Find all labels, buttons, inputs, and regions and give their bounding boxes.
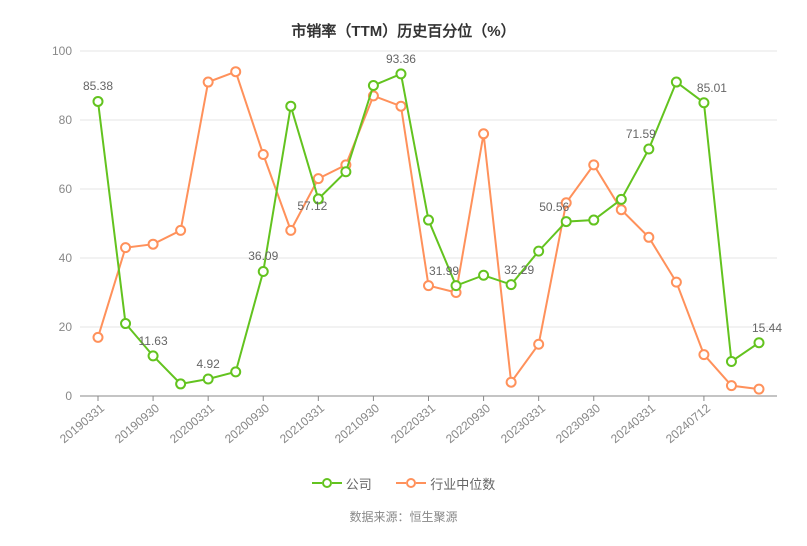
legend-circle-icon bbox=[406, 478, 416, 488]
value-label: 36.09 bbox=[248, 249, 278, 263]
legend-line-icon bbox=[416, 482, 426, 484]
data-point[interactable] bbox=[231, 367, 240, 376]
data-point[interactable] bbox=[286, 102, 295, 111]
data-point[interactable] bbox=[672, 278, 681, 287]
data-point[interactable] bbox=[176, 379, 185, 388]
data-point[interactable] bbox=[121, 319, 130, 328]
data-point[interactable] bbox=[727, 381, 736, 390]
data-point[interactable] bbox=[121, 243, 130, 252]
legend-marker bbox=[312, 478, 342, 488]
data-point[interactable] bbox=[286, 226, 295, 235]
y-tick-label: 20 bbox=[59, 320, 80, 334]
legend-marker bbox=[396, 478, 426, 488]
value-label: 32.29 bbox=[504, 263, 534, 277]
data-point[interactable] bbox=[259, 267, 268, 276]
data-point[interactable] bbox=[562, 217, 571, 226]
value-label: 11.63 bbox=[139, 334, 168, 348]
series-line bbox=[98, 72, 759, 389]
legend-line-icon bbox=[332, 482, 342, 484]
value-label: 71.59 bbox=[626, 127, 656, 141]
x-tick-label: 20200331 bbox=[167, 401, 217, 446]
value-label: 50.56 bbox=[539, 200, 569, 214]
x-tick-label: 20190331 bbox=[57, 401, 107, 446]
data-point[interactable] bbox=[149, 240, 158, 249]
value-label: 93.36 bbox=[386, 52, 416, 66]
x-tick-label: 20200930 bbox=[222, 401, 272, 446]
value-label: 57.12 bbox=[297, 199, 327, 213]
data-point[interactable] bbox=[94, 97, 103, 106]
x-tick-label: 20220331 bbox=[388, 401, 438, 446]
data-point[interactable] bbox=[507, 280, 516, 289]
y-tick-label: 100 bbox=[52, 44, 80, 58]
x-tick-label: 20240331 bbox=[608, 401, 658, 446]
legend-line-icon bbox=[312, 482, 322, 484]
y-tick-label: 80 bbox=[59, 113, 80, 127]
data-point[interactable] bbox=[314, 174, 323, 183]
x-tick-label: 20220930 bbox=[443, 401, 493, 446]
data-point[interactable] bbox=[452, 281, 461, 290]
y-tick-label: 40 bbox=[59, 251, 80, 265]
data-point[interactable] bbox=[396, 102, 405, 111]
data-point[interactable] bbox=[644, 145, 653, 154]
data-point[interactable] bbox=[424, 216, 433, 225]
data-point[interactable] bbox=[149, 351, 158, 360]
y-tick-label: 60 bbox=[59, 182, 80, 196]
x-tick-label: 20190930 bbox=[112, 401, 162, 446]
data-point[interactable] bbox=[176, 226, 185, 235]
data-point[interactable] bbox=[727, 357, 736, 366]
data-point[interactable] bbox=[424, 281, 433, 290]
data-point[interactable] bbox=[341, 167, 350, 176]
data-point[interactable] bbox=[589, 216, 598, 225]
chart-container: 市销率（TTM）历史百分位（%） 0 20 40 60 80 100 85.38 11.63 4… bbox=[0, 0, 807, 546]
data-point[interactable] bbox=[259, 150, 268, 159]
plot-area: 02040608010085.3811.634.9236.0957.1293.3… bbox=[80, 51, 777, 396]
x-tick-label: 20230331 bbox=[498, 401, 548, 446]
value-label: 31.99 bbox=[429, 264, 459, 278]
legend-item-company: 公司 bbox=[312, 474, 372, 493]
data-point[interactable] bbox=[644, 233, 653, 242]
legend-circle-icon bbox=[322, 478, 332, 488]
data-point[interactable] bbox=[672, 78, 681, 87]
legend-label: 行业中位数 bbox=[430, 474, 495, 493]
chart-title: 市销率（TTM）历史百分位（%） bbox=[20, 20, 787, 41]
x-tick-label: 20210331 bbox=[277, 401, 327, 446]
data-point[interactable] bbox=[479, 271, 488, 280]
legend-line-icon bbox=[396, 482, 406, 484]
data-point[interactable] bbox=[94, 333, 103, 342]
x-axis-labels: 2019033120190930202003312020093020210331… bbox=[80, 396, 777, 446]
data-point[interactable] bbox=[534, 247, 543, 256]
legend-item-median: 行业中位数 bbox=[396, 474, 495, 493]
legend: 公司 行业中位数 bbox=[20, 471, 787, 493]
data-point[interactable] bbox=[204, 78, 213, 87]
data-point[interactable] bbox=[507, 378, 516, 387]
data-point[interactable] bbox=[369, 81, 378, 90]
data-point[interactable] bbox=[589, 160, 598, 169]
data-point[interactable] bbox=[617, 195, 626, 204]
value-label: 85.01 bbox=[697, 81, 727, 95]
value-label: 15.44 bbox=[752, 321, 782, 335]
data-point[interactable] bbox=[699, 98, 708, 107]
data-point[interactable] bbox=[231, 67, 240, 76]
data-point[interactable] bbox=[534, 340, 543, 349]
data-point[interactable] bbox=[755, 385, 764, 394]
x-tick-label: 20240712 bbox=[663, 401, 713, 446]
data-point[interactable] bbox=[755, 338, 764, 347]
value-label: 4.92 bbox=[196, 357, 219, 371]
value-label: 85.38 bbox=[83, 79, 113, 93]
x-tick-label: 20230930 bbox=[553, 401, 603, 446]
data-point[interactable] bbox=[396, 69, 405, 78]
legend-label: 公司 bbox=[346, 474, 372, 493]
data-point[interactable] bbox=[617, 205, 626, 214]
chart-svg bbox=[80, 51, 777, 396]
data-point[interactable] bbox=[479, 129, 488, 138]
data-point[interactable] bbox=[204, 375, 213, 384]
y-tick-label: 0 bbox=[65, 389, 80, 403]
x-tick-label: 20210930 bbox=[333, 401, 383, 446]
data-source: 数据来源：恒生聚源 bbox=[20, 508, 787, 525]
data-point[interactable] bbox=[699, 350, 708, 359]
